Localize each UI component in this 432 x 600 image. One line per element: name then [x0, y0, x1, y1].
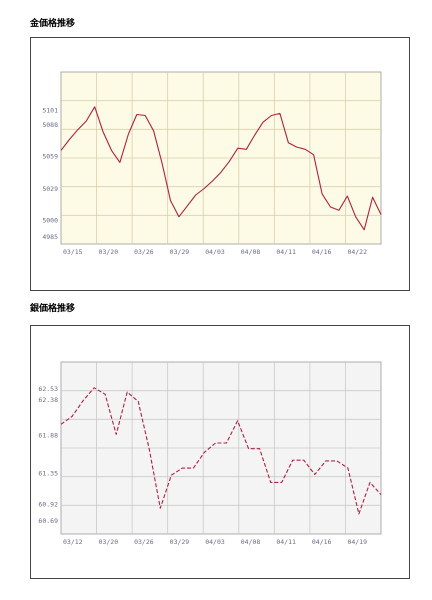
- y-tick-label: 61.35: [38, 470, 58, 478]
- y-tick-label: 60.92: [38, 500, 58, 508]
- x-tick-label: 03/12: [63, 538, 83, 546]
- x-tick-label: 04/19: [347, 538, 367, 546]
- y-tick-label: 5029: [42, 185, 58, 193]
- y-tick-label: 62.38: [38, 396, 58, 404]
- gold-chart-frame: 4985 5000 5029 5059 5088 5101 03/15 03/20 03/26 0…: [30, 37, 410, 291]
- silver-price-chart: 60.69 60.92 61.35 61.88 62.38 62.53 03/12 03/20…: [38, 361, 382, 546]
- gold-chart-title: 金価格推移: [30, 19, 76, 29]
- price-line: [60, 106, 382, 231]
- y-tick-label: 61.88: [38, 432, 58, 440]
- x-tick-label: 03/26: [134, 538, 154, 546]
- x-tick-label: 03/20: [99, 248, 119, 256]
- y-tick-label: 5000: [42, 217, 58, 225]
- x-tick-label: 04/11: [276, 248, 296, 256]
- x-tick-label: 03/29: [170, 538, 190, 546]
- y-tick-label: 5059: [42, 152, 58, 160]
- y-tick-label: 4985: [42, 233, 58, 241]
- price-line: [60, 387, 382, 515]
- silver-chart-frame: 60.69 60.92 61.35 61.88 62.38 62.53 03/12 03/20…: [30, 325, 410, 579]
- x-tick-label: 03/29: [170, 248, 190, 256]
- gold-price-chart: 4985 5000 5029 5059 5088 5101 03/15 03/20 03/26 0…: [42, 71, 382, 256]
- y-tick-label: 5088: [42, 121, 58, 129]
- x-tick-label: 04/16: [312, 538, 332, 546]
- y-tick-label: 62.53: [38, 385, 58, 393]
- x-tick-label: 03/20: [99, 538, 119, 546]
- x-tick-label: 04/03: [205, 248, 225, 256]
- x-tick-label: 04/22: [347, 248, 367, 256]
- x-tick-label: 04/03: [205, 538, 225, 546]
- x-tick-label: 04/16: [312, 248, 332, 256]
- y-tick-label: 5101: [42, 107, 58, 115]
- x-tick-label: 03/26: [134, 248, 154, 256]
- x-tick-label: 03/15: [63, 248, 83, 256]
- x-tick-label: 04/08: [241, 248, 261, 256]
- y-tick-label: 60.69: [38, 517, 58, 525]
- silver-chart-title: 銀価格推移: [30, 304, 76, 314]
- x-tick-label: 04/08: [241, 538, 261, 546]
- x-tick-label: 04/11: [276, 538, 296, 546]
